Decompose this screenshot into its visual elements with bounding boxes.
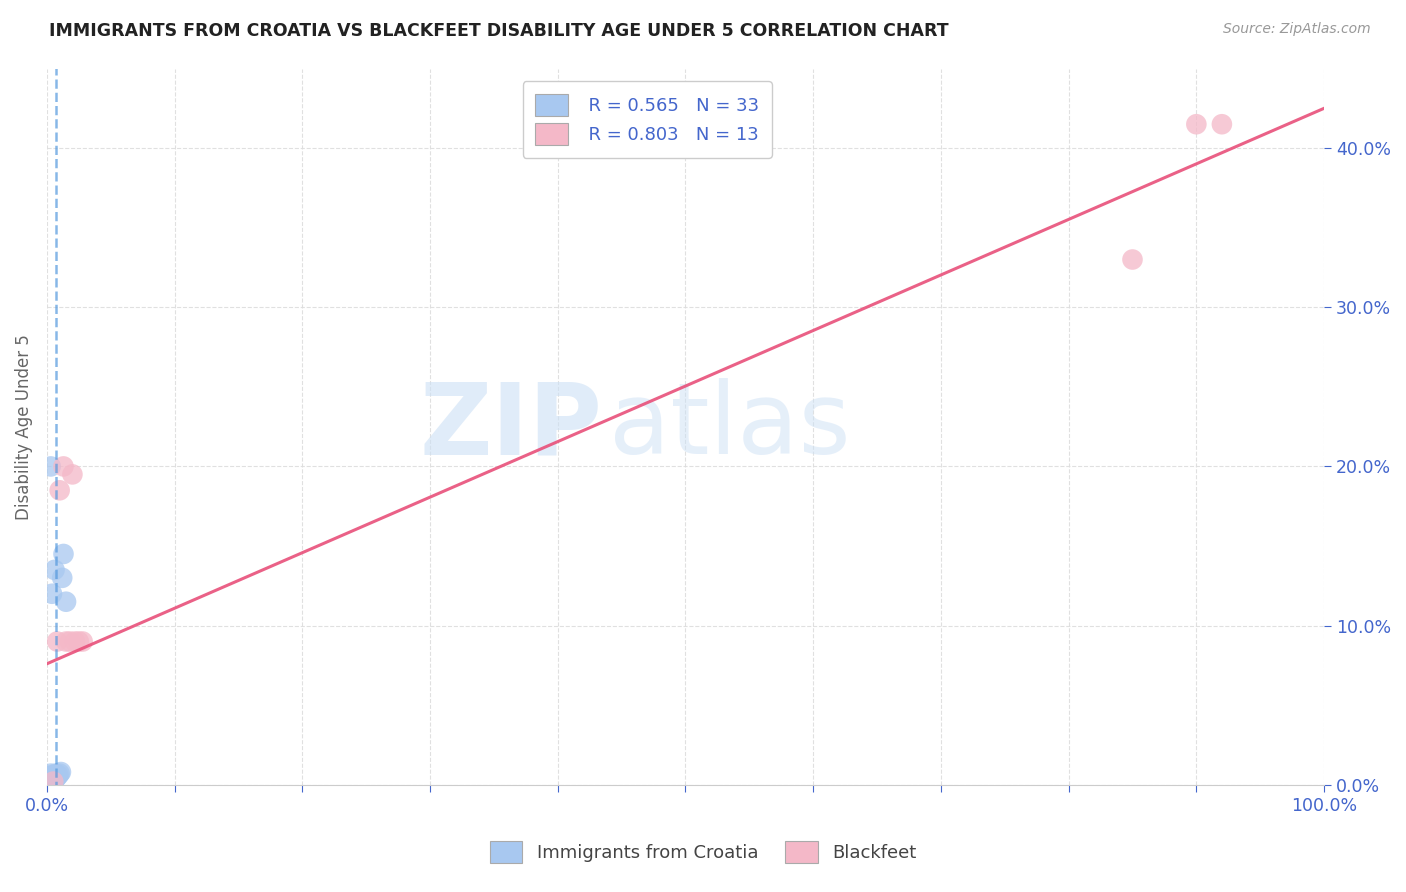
Point xyxy=(52,547,75,561)
Point xyxy=(38,772,60,787)
Point xyxy=(45,772,67,786)
Point xyxy=(41,772,63,786)
Point xyxy=(37,776,59,790)
Point xyxy=(1211,117,1233,131)
Point xyxy=(42,770,65,784)
Point xyxy=(63,634,86,648)
Point xyxy=(38,770,60,784)
Text: atlas: atlas xyxy=(609,378,851,475)
Point xyxy=(44,768,66,782)
Point xyxy=(55,634,77,648)
Point xyxy=(51,571,73,585)
Point xyxy=(44,563,66,577)
Legend: Immigrants from Croatia, Blackfeet: Immigrants from Croatia, Blackfeet xyxy=(479,830,927,874)
Point xyxy=(41,587,63,601)
Point xyxy=(42,774,65,789)
Point xyxy=(48,483,70,498)
Point xyxy=(44,772,66,786)
Point xyxy=(48,768,70,782)
Point xyxy=(41,768,63,782)
Point xyxy=(46,770,69,784)
Text: Source: ZipAtlas.com: Source: ZipAtlas.com xyxy=(1223,22,1371,37)
Point xyxy=(39,776,62,790)
Point xyxy=(37,774,59,789)
Point xyxy=(1121,252,1143,267)
Point xyxy=(52,459,75,474)
Point xyxy=(62,467,84,482)
Point xyxy=(39,772,62,787)
Point xyxy=(39,766,62,780)
Point xyxy=(37,772,59,787)
Y-axis label: Disability Age Under 5: Disability Age Under 5 xyxy=(15,334,32,519)
Text: ZIP: ZIP xyxy=(419,378,602,475)
Point xyxy=(67,634,90,648)
Point xyxy=(1185,117,1208,131)
Point xyxy=(39,459,62,474)
Point xyxy=(42,772,65,787)
Point xyxy=(38,776,60,790)
Point xyxy=(41,774,63,789)
Point xyxy=(37,776,59,790)
Point xyxy=(39,774,62,789)
Point xyxy=(49,764,72,779)
Point xyxy=(72,634,94,648)
Text: IMMIGRANTS FROM CROATIA VS BLACKFEET DISABILITY AGE UNDER 5 CORRELATION CHART: IMMIGRANTS FROM CROATIA VS BLACKFEET DIS… xyxy=(49,22,949,40)
Legend:   R = 0.565   N = 33,   R = 0.803   N = 13: R = 0.565 N = 33, R = 0.803 N = 13 xyxy=(523,81,772,158)
Point xyxy=(48,766,70,780)
Point xyxy=(46,634,69,648)
Point xyxy=(45,766,67,780)
Point xyxy=(39,770,62,784)
Point xyxy=(55,595,77,609)
Point xyxy=(38,774,60,789)
Point xyxy=(59,634,82,648)
Point xyxy=(37,770,59,784)
